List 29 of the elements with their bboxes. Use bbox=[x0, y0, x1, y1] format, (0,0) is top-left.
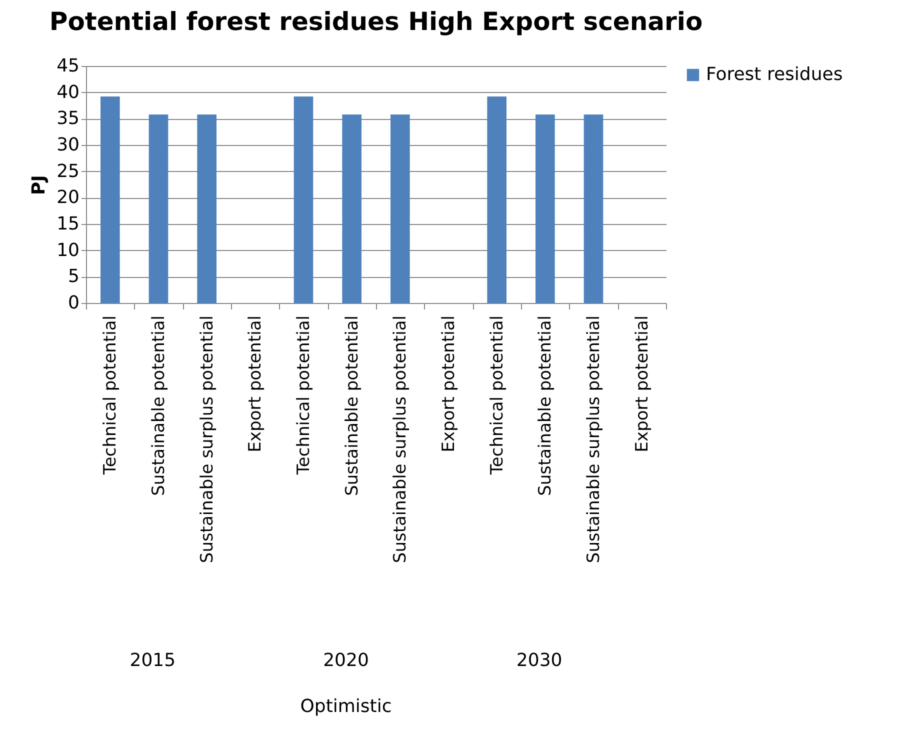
x-tick-label: Technical potential bbox=[487, 316, 508, 476]
y-tick-label: 40 bbox=[56, 82, 80, 103]
y-tick-label: 35 bbox=[56, 108, 80, 130]
x-tick-label: Sustainable potential bbox=[342, 316, 362, 496]
chart-title: Potential forest residues High Export scenario bbox=[49, 7, 703, 36]
y-tick-label: 5 bbox=[68, 266, 80, 288]
text: 2020 bbox=[323, 650, 369, 671]
y-tick-label: 10 bbox=[56, 240, 80, 261]
y-tick-label: 25 bbox=[56, 160, 80, 182]
legend-label: Forest residues bbox=[706, 64, 843, 85]
y-tick-label: 45 bbox=[56, 56, 80, 76]
x-tick-label: Export potential bbox=[439, 316, 459, 452]
y-tick-label: 15 bbox=[56, 214, 80, 234]
x-tick-label: Technical potential bbox=[100, 316, 121, 476]
x-tick-label: Technical potential bbox=[294, 316, 314, 476]
x-tick-label: Sustainable surplus potential bbox=[197, 316, 218, 564]
text: 2030 bbox=[516, 650, 562, 671]
y-tick-label: 30 bbox=[56, 134, 80, 156]
x-tick-label: Sustainable surplus potential bbox=[390, 316, 411, 564]
x-tick-label: Sustainable surplus potential bbox=[584, 316, 604, 564]
y-axis-title: PJ bbox=[28, 175, 50, 195]
text: Optimistic bbox=[300, 696, 392, 717]
text: 2015 bbox=[130, 650, 176, 671]
x-tick-label: Sustainable potential bbox=[536, 316, 556, 496]
x-tick-label: Sustainable potential bbox=[149, 316, 169, 496]
x-tick-label: Export potential bbox=[632, 316, 652, 452]
y-tick-label: 20 bbox=[56, 187, 80, 208]
y-tick-label: 0 bbox=[68, 292, 80, 314]
x-tick-label: Export potential bbox=[246, 316, 266, 452]
